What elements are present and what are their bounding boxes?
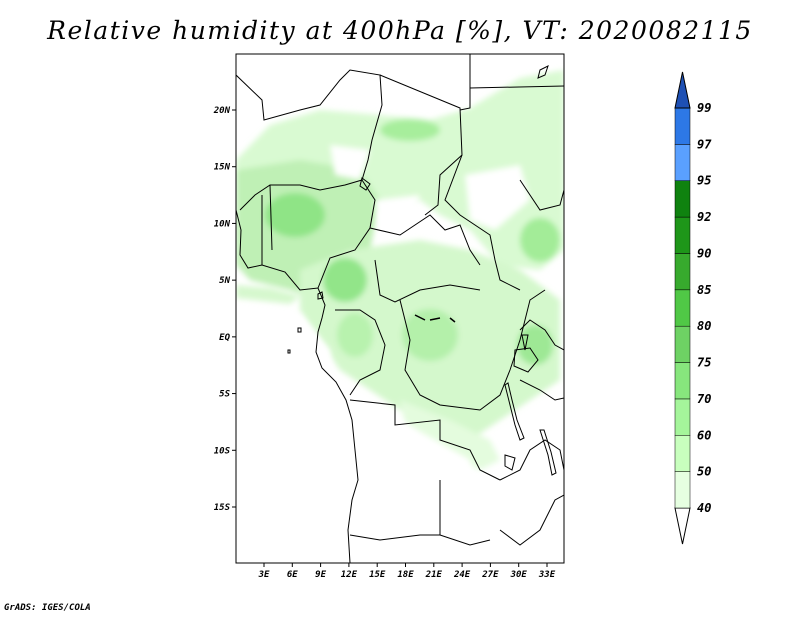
colorbar-lower-arrow	[674, 507, 691, 545]
dry-area-angola	[330, 420, 470, 563]
border-cameroon	[317, 179, 376, 289]
lat-tick-label: 15S	[214, 503, 231, 513]
lon-tick-label: 9E	[315, 570, 326, 580]
dry-area-car	[375, 195, 420, 230]
lat-tick-label: 10S	[214, 446, 231, 456]
border-uganda-kenya	[519, 319, 564, 351]
colorbar-segment	[674, 107, 691, 145]
colorbar-label: 92	[697, 210, 711, 224]
humidity-south	[400, 400, 500, 470]
border-tanzania	[519, 379, 564, 401]
lake-victoria	[513, 347, 539, 373]
lon-tick-label: 21E	[425, 570, 443, 580]
border-car-south	[374, 259, 481, 303]
humidity-core-cameroon	[323, 258, 367, 302]
humidity-core-nigeria	[265, 193, 325, 237]
colorbar-label: 50	[697, 465, 711, 479]
colorbar-upper-arrow	[674, 71, 691, 109]
colorbar-segment	[674, 471, 691, 509]
map-title: Relative humidity at 400hPa [%], VT: 202…	[47, 16, 753, 45]
lat-tick-label: 10N	[214, 219, 231, 229]
annobon-island	[287, 349, 291, 354]
colorbar-segment	[674, 435, 691, 472]
longitude-axis: 3E 6E 9E 12E 15E 18E 21E 24E 27E 30E 33E	[258, 563, 556, 580]
lon-tick-label: 6E	[287, 570, 298, 580]
humidity-ocean-streak	[236, 285, 300, 304]
border-mozambique	[499, 494, 564, 546]
lake-malawi	[539, 429, 557, 476]
lat-tick-label: 5S	[219, 390, 230, 400]
lake-tanganyika	[504, 382, 525, 441]
colorbar-segment	[674, 289, 691, 327]
coastline-west-africa	[236, 209, 359, 563]
red-sea-coast	[537, 65, 549, 79]
colorbar-label: 70	[697, 392, 711, 406]
dry-area-atlantic	[236, 315, 330, 563]
dry-area-chad	[330, 145, 370, 180]
border-ethiopia	[519, 179, 564, 211]
lon-tick-label: 3E	[258, 570, 270, 580]
colorbar-label: 75	[697, 356, 711, 370]
colorbar-label: 97	[697, 137, 712, 151]
colorbar-label: 90	[697, 246, 711, 260]
bioko-island	[317, 291, 324, 300]
colorbar-label: 60	[697, 428, 711, 442]
colorbar-segment	[674, 216, 691, 254]
colorbar-segment	[674, 253, 691, 291]
colorbar-label: 85	[697, 283, 711, 297]
colorbar-label: 99	[697, 101, 711, 115]
lat-tick-label: EQ	[219, 333, 230, 343]
humidity-core-gabon	[337, 313, 373, 357]
border-benin-togo	[261, 184, 273, 265]
dry-area-sudan	[465, 165, 530, 230]
colorbar: 40 50 60 70 75 80 85 90 92 95 97 99	[674, 71, 712, 545]
border-nigeria-north	[239, 179, 363, 211]
border-drc-south	[349, 399, 501, 481]
border-egypt-sudan	[469, 85, 564, 89]
humidity-core-congo	[402, 309, 458, 361]
border-niger-chad	[379, 74, 463, 216]
colorbar-segment	[674, 144, 691, 181]
humidity-core-ethiopia	[520, 218, 560, 262]
border-mali-algeria	[236, 69, 383, 181]
country-borders	[236, 54, 564, 563]
lake-chad	[359, 177, 371, 191]
border-libya-egypt	[459, 54, 471, 111]
humidity-core-sahel	[380, 119, 440, 141]
map-frame	[235, 53, 565, 564]
colorbar-segment	[674, 362, 691, 400]
border-namibia	[349, 534, 440, 541]
border-sudan-south	[444, 154, 521, 291]
lat-tick-label: 5N	[219, 276, 230, 286]
border-angola-zambia	[439, 480, 491, 546]
colorbar-label: 95	[697, 174, 711, 188]
border-zambia-east	[499, 439, 564, 481]
lon-tick-label: 33E	[538, 570, 556, 580]
river-marks	[414, 314, 456, 323]
lon-tick-label: 18E	[397, 570, 414, 580]
humidity-field	[236, 70, 564, 563]
colorbar-segment	[674, 325, 691, 363]
lon-tick-label: 24E	[453, 570, 471, 580]
lon-tick-label: 30E	[510, 570, 528, 580]
colorbar-label: 40	[697, 501, 711, 515]
lat-tick-label: 15N	[214, 163, 231, 173]
sao-tome-island	[297, 327, 302, 333]
colorbar-label: 80	[697, 319, 711, 333]
lake-mweru	[504, 454, 516, 471]
colorbar-segment	[674, 180, 691, 218]
lon-tick-label: 15E	[369, 570, 386, 580]
border-congo	[335, 309, 386, 396]
colorbar-segment	[674, 398, 691, 436]
lat-tick-label: 20N	[213, 106, 231, 116]
latitude-axis: 20N 15N 10N 5N EQ 5S 10S 15S	[213, 106, 236, 513]
lon-tick-label: 12E	[341, 570, 358, 580]
border-chad-car	[369, 214, 481, 266]
lake-albert	[521, 334, 529, 351]
lon-tick-label: 27E	[481, 570, 499, 580]
grads-credit: GrADS: IGES/COLA	[4, 603, 91, 613]
